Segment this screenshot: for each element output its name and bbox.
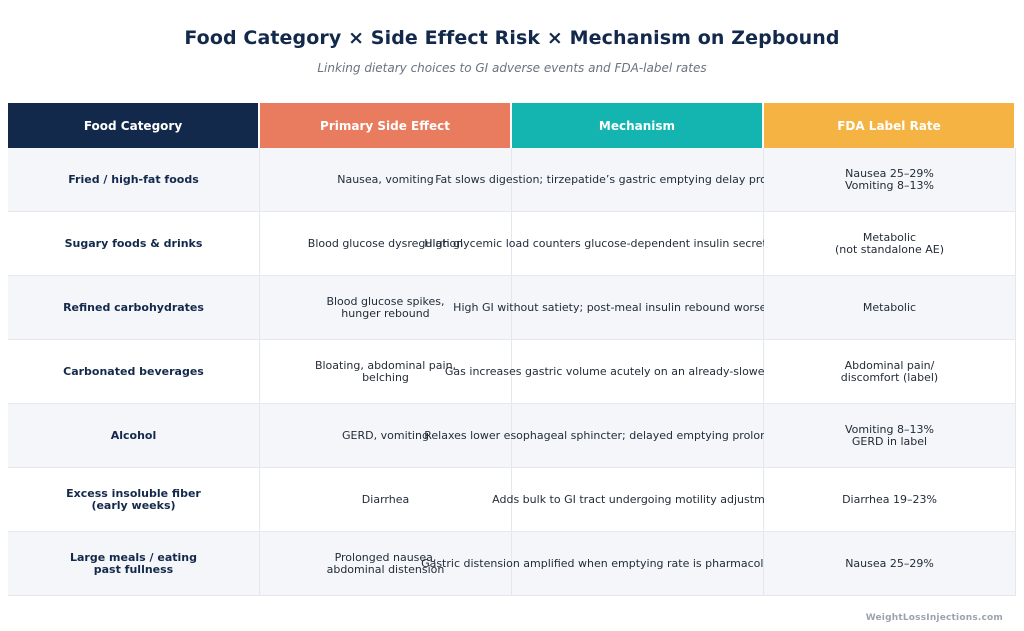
side-effect-table: Food Category Primary Side Effect Mechan… xyxy=(8,103,1016,596)
food-category-cell: Refined carbohydrates xyxy=(8,276,260,340)
side-effect-cell: Blood glucose dysregulation xyxy=(260,212,512,276)
fda-rate-cell: Nausea 25–29% Vomiting 8–13% xyxy=(764,148,1016,212)
side-effect-cell: Bloating, abdominal pain, belching xyxy=(260,340,512,404)
fda-rate-cell: Metabolic xyxy=(764,276,1016,340)
mechanism-cell: Adds bulk to GI tract undergoing motilit… xyxy=(492,468,783,532)
page-title: Food Category × Side Effect Risk × Mecha… xyxy=(184,27,840,49)
food-category-cell: Fried / high-fat foods xyxy=(8,148,260,212)
mechanism-cell: Relaxes lower esophageal sphincter; dela… xyxy=(424,404,851,468)
food-category-cell: Excess insoluble fiber (early weeks) xyxy=(8,468,260,532)
fda-rate-cell: Diarrhea 19–23% xyxy=(764,468,1016,532)
food-category-cell: Carbonated beverages xyxy=(8,340,260,404)
footer-watermark: WeightLossInjections.com xyxy=(865,613,1003,623)
food-category-cell: Alcohol xyxy=(8,404,260,468)
fda-rate-cell: Nausea 25–29% xyxy=(764,532,1016,596)
header-fda-label-rate: FDA Label Rate xyxy=(764,103,1016,148)
side-effect-cell: Prolonged nausea, abdominal distension xyxy=(260,532,512,596)
side-effect-cell: Diarrhea xyxy=(260,468,512,532)
mechanism-cell: Fat slows digestion; tirzepatide’s gastr… xyxy=(435,148,840,212)
page-subtitle: Linking dietary choices to GI adverse ev… xyxy=(317,61,707,75)
food-category-cell: Large meals / eating past fullness xyxy=(8,532,260,596)
side-effect-cell: Blood glucose spikes, hunger rebound xyxy=(260,276,512,340)
fda-rate-cell: Vomiting 8–13% GERD in label xyxy=(764,404,1016,468)
food-category-cell: Sugary foods & drinks xyxy=(8,212,260,276)
header-food-category: Food Category xyxy=(8,103,260,148)
mechanism-cell: Gas increases gastric volume acutely on … xyxy=(445,340,830,404)
mechanism-cell: Gastric distension amplified when emptyi… xyxy=(421,532,854,596)
mechanism-cell: High glycemic load counters glucose-depe… xyxy=(424,212,851,276)
header-primary-side-effect: Primary Side Effect xyxy=(260,103,512,148)
fda-rate-cell: Metabolic (not standalone AE) xyxy=(764,212,1016,276)
fda-rate-cell: Abdominal pain/ discomfort (label) xyxy=(764,340,1016,404)
side-effect-cell: GERD, vomiting xyxy=(260,404,512,468)
side-effect-cell: Nausea, vomiting xyxy=(260,148,512,212)
mechanism-cell: High GI without satiety; post-meal insul… xyxy=(453,276,822,340)
header-mechanism: Mechanism xyxy=(512,103,764,148)
